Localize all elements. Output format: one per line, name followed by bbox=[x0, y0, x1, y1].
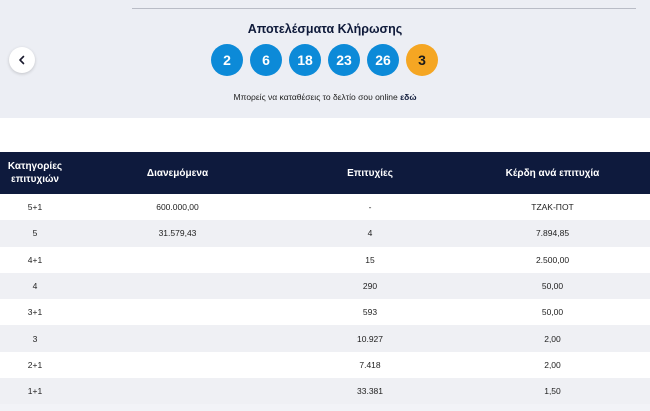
cell-winners: 15 bbox=[365, 254, 375, 265]
cell-category: 5 bbox=[32, 228, 38, 239]
online-ticket-label: Μπορείς να καταθέσεις το δελτίο σου onli… bbox=[233, 92, 401, 102]
table-row: 2+1 7.418 2,00 bbox=[0, 351, 650, 379]
table-row: 5+1 600.000,00 - ΤΖΑΚ-ΠΟΤ bbox=[0, 194, 650, 221]
online-ticket-link[interactable]: εδώ bbox=[400, 92, 417, 102]
spacer-band bbox=[0, 118, 650, 152]
table-row: 5 31.579,43 4 7.894,85 bbox=[0, 220, 650, 247]
cell-distributed: 31.579,43 bbox=[158, 228, 197, 239]
number-ball: 23 bbox=[328, 44, 360, 76]
cell-prize: 2,00 bbox=[544, 359, 561, 370]
header-prize: Κέρδη ανά επιτυχία bbox=[505, 167, 600, 179]
header-category-line2: επιτυχιών bbox=[10, 174, 59, 185]
chevron-left-icon bbox=[19, 55, 25, 65]
header-category-line1: Κατηγορίες bbox=[7, 161, 63, 172]
cell-prize: 7.894,85 bbox=[535, 228, 570, 239]
header-winners: Επιτυχίες bbox=[347, 167, 393, 179]
cell-prize: 2.500,00 bbox=[535, 254, 570, 265]
cell-winners: 4 bbox=[367, 228, 373, 239]
cell-distributed bbox=[70, 273, 285, 299]
cell-winners: 33.381 bbox=[357, 386, 383, 397]
divider bbox=[132, 8, 636, 9]
cell-distributed bbox=[70, 325, 285, 351]
cell-distributed bbox=[70, 299, 285, 325]
header-distributed: Διανεμόμενα bbox=[146, 167, 209, 179]
number-ball: 18 bbox=[289, 44, 321, 76]
table-row: 3 10.927 2,00 bbox=[0, 325, 650, 352]
cell-distributed bbox=[70, 352, 285, 378]
draw-results-title: Αποτελέσματα Κλήρωσης bbox=[247, 22, 403, 36]
cell-prize: 50,00 bbox=[541, 307, 564, 318]
winning-numbers: 2 6 18 23 26 3 bbox=[211, 44, 438, 76]
cell-winners: 290 bbox=[362, 281, 378, 292]
online-ticket-text: Μπορείς να καταθέσεις το δελτίο σου onli… bbox=[0, 92, 650, 102]
cell-winners: 7.418 bbox=[359, 359, 381, 370]
draw-results-panel bbox=[0, 0, 650, 118]
table-row: 4 290 50,00 bbox=[0, 272, 650, 300]
cell-category: 4+1 bbox=[27, 254, 43, 265]
cell-category: 3 bbox=[32, 333, 38, 344]
cell-prize: 50,00 bbox=[541, 281, 564, 292]
cell-category: 5+1 bbox=[27, 202, 43, 213]
cell-category: 3+1 bbox=[27, 307, 43, 318]
table-row: 3+1 593 50,00 bbox=[0, 299, 650, 326]
joker-ball: 3 bbox=[406, 44, 438, 76]
cell-winners: 593 bbox=[362, 307, 378, 318]
cell-prize: 1,50 bbox=[544, 386, 561, 397]
cell-distributed bbox=[70, 247, 285, 273]
table-row: 1+1 33.381 1,50 bbox=[0, 378, 650, 405]
cell-category: 4 bbox=[32, 281, 38, 292]
cell-winners: - bbox=[368, 202, 372, 213]
cell-distributed bbox=[70, 378, 285, 404]
cell-prize: ΤΖΑΚ-ΠΟΤ bbox=[531, 202, 574, 213]
table-header-row: Κατηγορίες επιτυχιών Διανεμόμενα Επιτυχίε… bbox=[0, 152, 650, 194]
previous-draw-button[interactable] bbox=[9, 47, 35, 73]
cell-category: 2+1 bbox=[27, 359, 43, 370]
cell-distributed: 600.000,00 bbox=[156, 202, 199, 213]
table-row: 4+1 15 2.500,00 bbox=[0, 246, 650, 273]
prize-table: Κατηγορίες επιτυχιών Διανεμόμενα Επιτυχίε… bbox=[0, 152, 650, 405]
header-category: Κατηγορίες επιτυχιών bbox=[0, 152, 70, 194]
cell-prize: 2,00 bbox=[544, 333, 561, 344]
cell-category: 1+1 bbox=[27, 386, 43, 397]
number-ball: 2 bbox=[211, 44, 243, 76]
cell-winners: 10.927 bbox=[357, 333, 383, 344]
number-ball: 26 bbox=[367, 44, 399, 76]
number-ball: 6 bbox=[250, 44, 282, 76]
